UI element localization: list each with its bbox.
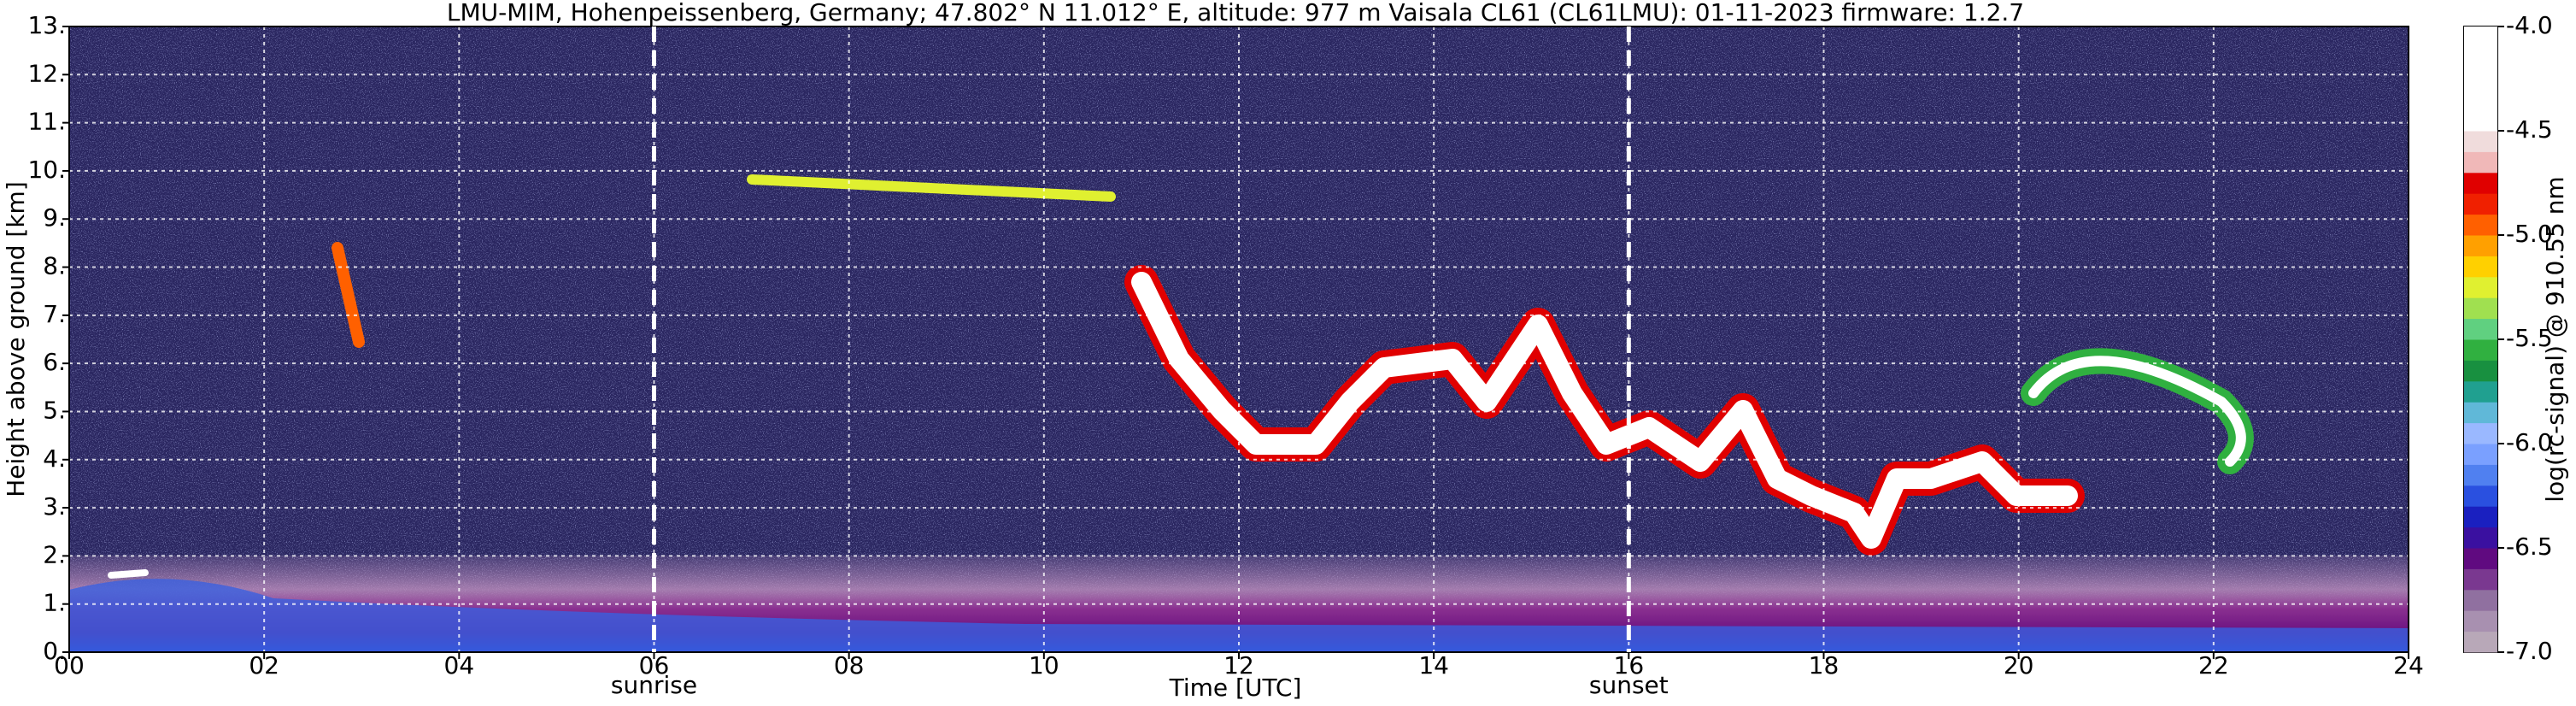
colorbar-swatch	[2464, 548, 2497, 569]
colorbar-swatch	[2464, 631, 2497, 653]
colorbar-label: log(rc-signal) @ 910.55 nm	[2541, 176, 2569, 502]
x-tick-label: 00	[54, 651, 85, 680]
colorbar-swatch	[2464, 47, 2497, 69]
y-tick-label: 11.	[27, 108, 66, 136]
x-tick-label: 14	[1418, 651, 1449, 680]
colorbar-swatch	[2464, 318, 2497, 340]
y-tick-label: 12.	[27, 59, 66, 87]
y-tick-label: 2.	[43, 540, 66, 568]
x-tick-label: 22	[2198, 651, 2229, 680]
colorbar-swatch	[2464, 444, 2497, 465]
colorbar-swatch	[2464, 172, 2497, 194]
x-tick-label: 10	[1029, 651, 1059, 680]
colorbar-swatch	[2464, 380, 2497, 403]
x-tick-label: 08	[834, 651, 865, 680]
x-tick-label: 16	[1614, 651, 1645, 680]
y-tick-label: 3.	[43, 492, 66, 521]
annotation-label: sunset	[1589, 671, 1669, 699]
colorbar-tick-label: -4.0	[2506, 11, 2553, 39]
x-tick-label: 24	[2393, 651, 2424, 680]
y-axis-label: Height above ground [km]	[2, 181, 30, 497]
x-tick-label: 20	[2004, 651, 2034, 680]
colorbar-tick-label: -4.5	[2506, 115, 2553, 144]
colorbar-swatch	[2464, 276, 2497, 298]
colorbar-swatch	[2464, 193, 2497, 215]
colorbar-swatch	[2464, 131, 2497, 152]
colorbar-tick-label: -7.0	[2506, 637, 2553, 665]
y-tick-label: 8.	[43, 252, 66, 280]
y-tick-label: 4.	[43, 444, 66, 473]
colorbar-swatch	[2464, 506, 2497, 528]
colorbar-swatch	[2464, 527, 2497, 549]
colorbar-tick-label: -5.5	[2506, 324, 2553, 352]
x-tick-label: 04	[444, 651, 475, 680]
y-tick-label: 0.	[43, 637, 66, 665]
colorbar-tick-label: -6.0	[2506, 428, 2553, 456]
x-tick-label: 02	[249, 651, 279, 680]
colorbar-swatch	[2464, 610, 2497, 632]
colorbar-swatch	[2464, 26, 2497, 48]
colorbar-tick-label: -6.5	[2506, 532, 2553, 561]
colorbar-swatch	[2464, 89, 2497, 111]
y-tick-label: 7.	[43, 300, 66, 328]
colorbar-swatch	[2464, 422, 2497, 444]
colorbar-swatch	[2464, 485, 2497, 507]
y-tick-label: 13.	[27, 11, 66, 39]
annotation-label: sunrise	[611, 671, 697, 699]
y-tick-label: 10.	[27, 156, 66, 184]
colorbar-swatch	[2464, 402, 2497, 424]
colorbar-swatch	[2464, 589, 2497, 611]
colorbar-swatch	[2464, 68, 2497, 90]
y-tick-label: 1.	[43, 589, 66, 617]
colorbar-swatch	[2464, 151, 2497, 174]
colorbar-swatch	[2464, 297, 2497, 320]
colorbar-swatch	[2464, 214, 2497, 236]
colorbar-swatch	[2464, 360, 2497, 382]
chart-title: LMU-MIM, Hohenpeissenberg, Germany; 47.8…	[447, 0, 2024, 26]
x-axis-label: Time [UTC]	[1169, 674, 1302, 702]
colorbar-swatch	[2464, 256, 2497, 278]
colorbar-swatch	[2464, 235, 2497, 256]
colorbar-swatch	[2464, 568, 2497, 591]
colorbar-tick-label: -5.0	[2506, 220, 2553, 248]
colorbar-swatch	[2464, 464, 2497, 486]
y-tick-label: 6.	[43, 348, 66, 376]
x-tick-label: 12	[1223, 651, 1254, 680]
x-tick-label: 18	[1809, 651, 1840, 680]
colorbar-swatch	[2464, 109, 2497, 132]
colorbar-swatch	[2464, 339, 2497, 361]
y-tick-label: 9.	[43, 203, 66, 232]
y-tick-label: 5.	[43, 396, 66, 424]
x-tick-label: 06	[639, 651, 670, 680]
